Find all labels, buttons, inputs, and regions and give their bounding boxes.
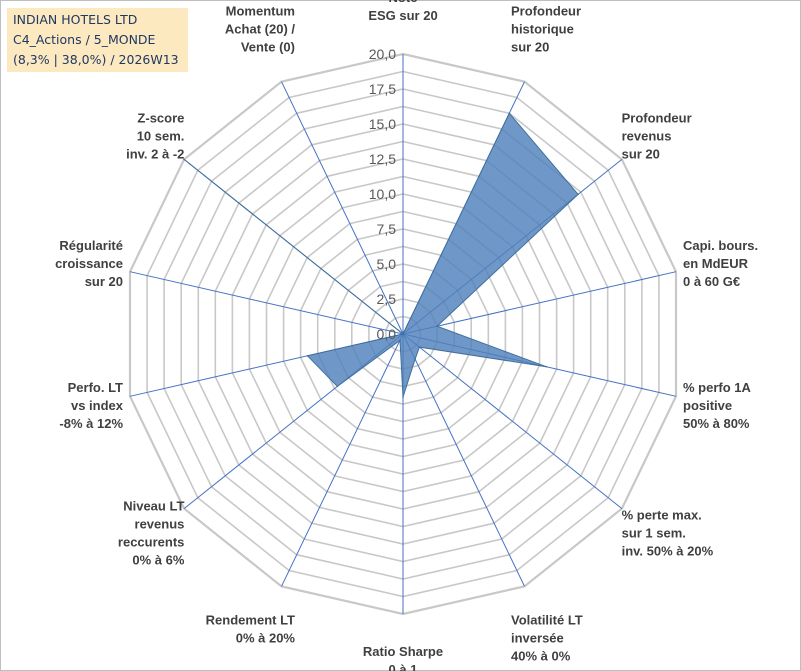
axis-label: Momentum Achat (20) / Vente (0) (225, 4, 295, 55)
axis-label-line: % perfo 1A (683, 380, 752, 395)
radar-axis-labels: Note ESG sur 20 Profondeur historique sur 20… (55, 0, 758, 671)
data-point (306, 355, 309, 357)
data-point (436, 325, 438, 328)
axis-spoke (402, 333, 525, 587)
axis-label-line: sur 1 sem. (622, 525, 686, 540)
axis-label-line: revenus (622, 129, 672, 144)
tick-label: 15,0 (369, 116, 396, 132)
axis-label-line: 0 à 1 (389, 662, 418, 671)
tick-label: 12,5 (369, 151, 396, 167)
axis-label: Note ESG sur 20 (368, 0, 437, 23)
axis-label-line: sur 20 (511, 40, 549, 55)
axis-label-line: Profondeur (511, 4, 581, 19)
data-point (183, 158, 185, 161)
axis-label-line: croissance (55, 256, 123, 271)
data-point (577, 193, 579, 196)
axis-label-line: 0% à 20% (236, 631, 296, 646)
axis-label-line: Régularité (59, 238, 123, 253)
axis-label: Profondeur revenus sur 20 (622, 111, 692, 162)
data-point (402, 396, 404, 398)
axis-label-line: Niveau LT (123, 498, 184, 513)
data-point (545, 365, 548, 368)
header-line-3: (8,3% | 38,0%) / 2026W13 (13, 52, 179, 67)
axis-label: Z-score 10 sem. inv. 2 à -2 (126, 111, 184, 162)
axis-label: % perte max. sur 1 sem. inv. 50% à 20% (622, 507, 714, 558)
axis-label-line: vs index (71, 398, 124, 413)
axis-label: Volatilité LT inversée 40% à 0% (511, 613, 583, 664)
axis-label-line: Z-score (137, 111, 184, 126)
axis-label-line: 10 sem. (137, 129, 185, 144)
data-point (418, 346, 421, 348)
data-point (336, 385, 339, 388)
axis-label: Rendement LT 0% à 20% (206, 613, 296, 646)
header-line-2: C4_Actions / 5_MONDE (13, 32, 156, 47)
axis-spoke (129, 271, 404, 335)
axis-label-line: Ratio Sharpe (363, 644, 443, 659)
axis-label-line: Volatilité LT (511, 613, 583, 628)
axis-label-line: inv. 2 à -2 (126, 147, 184, 162)
axis-label-line: positive (683, 398, 732, 413)
axis-label: % perfo 1A positive 50% à 80% (683, 380, 752, 431)
axis-label-line: ESG sur 20 (368, 8, 437, 23)
axis-label-line: 0 à 60 G€ (683, 274, 740, 289)
axis-label: Capi. bours. en MdEUR 0 à 60 G€ (683, 238, 758, 289)
tick-label: 5,0 (377, 256, 397, 272)
axis-spoke (281, 81, 404, 335)
axis-label-line: sur 20 (85, 274, 123, 289)
data-point (508, 112, 511, 115)
axis-spoke (281, 333, 404, 587)
tick-label: 20,0 (369, 46, 396, 62)
data-point (402, 333, 404, 335)
tick-label: 7,5 (377, 221, 397, 237)
axis-label-line: 0% à 6% (132, 552, 184, 567)
chart-header: INDIAN HOTELS LTD C4_Actions / 5_MONDE (… (7, 8, 188, 72)
axis-label-line: -8% à 12% (59, 416, 123, 431)
radar-series (183, 112, 579, 398)
axis-label-line: Profondeur (622, 111, 692, 126)
axis-label-line: inv. 50% à 20% (622, 543, 714, 558)
axis-label-line: Capi. bours. (683, 238, 758, 253)
data-point (399, 339, 401, 342)
axis-label: Régularité croissance sur 20 (55, 238, 123, 289)
axis-label-line: Note (389, 0, 418, 5)
axis-label-line: inversée (511, 631, 564, 646)
axis-label: Ratio Sharpe 0 à 1 (363, 644, 443, 671)
axis-label-line: Momentum (226, 4, 295, 19)
tick-label: 10,0 (369, 186, 396, 202)
axis-label-line: en MdEUR (683, 256, 749, 271)
axis-label-line: revenus (135, 516, 185, 531)
axis-label: Niveau LT revenus reccurents 0% à 6% (118, 498, 185, 567)
tick-label: 0,0 (377, 326, 397, 342)
axis-label: Profondeur historique sur 20 (511, 4, 581, 55)
axis-label-line: sur 20 (622, 147, 660, 162)
tick-label: 2,5 (377, 291, 397, 307)
axis-label-line: reccurents (118, 534, 184, 549)
axis-label-line: Rendement LT (206, 613, 295, 628)
axis-spoke (402, 333, 623, 509)
tick-label: 17,5 (369, 81, 396, 97)
axis-label-line: historique (511, 22, 574, 37)
axis-label-line: Achat (20) / (225, 22, 295, 37)
series-area (183, 112, 579, 398)
radar-tick-labels: 0,0 2,5 5,0 7,5 10,0 12,5 15,0 17,5 20,0 (369, 46, 396, 342)
header-line-1: INDIAN HOTELS LTD (13, 12, 138, 27)
data-point (414, 358, 416, 361)
axis-label: Perfo. LT vs index -8% à 12% (59, 380, 123, 431)
axis-label-line: 50% à 80% (683, 416, 750, 431)
axis-label-line: Vente (0) (241, 40, 295, 55)
axis-spoke (402, 271, 677, 335)
axis-label-line: Perfo. LT (68, 380, 123, 395)
axis-label-line: 40% à 0% (511, 649, 571, 664)
axis-label-line: % perte max. (622, 507, 702, 522)
